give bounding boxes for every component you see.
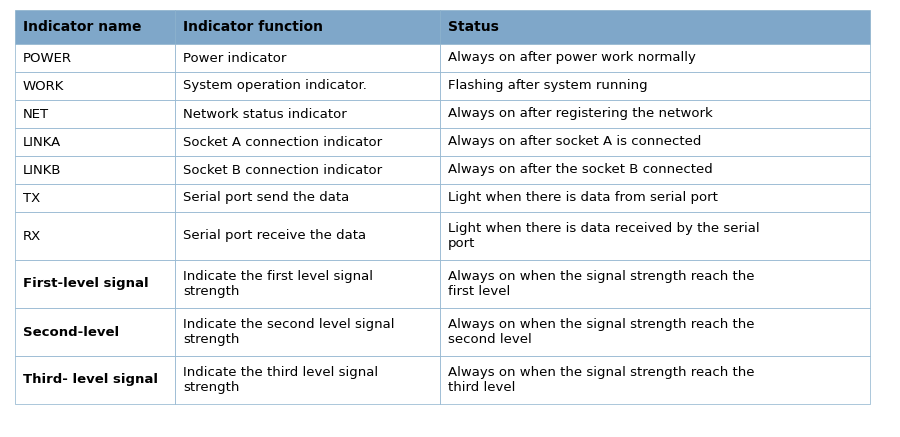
- Text: POWER: POWER: [23, 52, 72, 65]
- Bar: [440, 72, 870, 100]
- Text: Power indicator: Power indicator: [183, 52, 286, 65]
- Text: Always on when the signal strength reach the
second level: Always on when the signal strength reach…: [448, 318, 754, 346]
- Text: Light when there is data from serial port: Light when there is data from serial por…: [448, 191, 718, 205]
- Text: RX: RX: [23, 229, 41, 243]
- Text: Serial port send the data: Serial port send the data: [183, 191, 349, 205]
- Bar: [175, 10, 440, 44]
- Bar: [15, 184, 175, 212]
- Bar: [440, 308, 870, 356]
- Text: WORK: WORK: [23, 80, 65, 93]
- Bar: [175, 156, 440, 184]
- Text: TX: TX: [23, 191, 40, 205]
- Bar: [15, 44, 175, 72]
- Text: First-level signal: First-level signal: [23, 277, 148, 291]
- Text: Indicator name: Indicator name: [23, 20, 141, 34]
- Text: Status: Status: [448, 20, 499, 34]
- Bar: [15, 356, 175, 404]
- Text: LINKA: LINKA: [23, 135, 61, 149]
- Bar: [175, 212, 440, 260]
- Bar: [175, 100, 440, 128]
- Bar: [440, 212, 870, 260]
- Bar: [175, 128, 440, 156]
- Text: Always on after socket A is connected: Always on after socket A is connected: [448, 135, 701, 149]
- Bar: [175, 260, 440, 308]
- Bar: [440, 128, 870, 156]
- Text: Indicate the third level signal
strength: Indicate the third level signal strength: [183, 366, 378, 394]
- Bar: [15, 308, 175, 356]
- Text: LINKB: LINKB: [23, 163, 61, 177]
- Bar: [15, 100, 175, 128]
- Bar: [15, 156, 175, 184]
- Text: Indicator function: Indicator function: [183, 20, 323, 34]
- Bar: [175, 72, 440, 100]
- Bar: [440, 100, 870, 128]
- Text: Socket A connection indicator: Socket A connection indicator: [183, 135, 382, 149]
- Text: Serial port receive the data: Serial port receive the data: [183, 229, 366, 243]
- Bar: [440, 260, 870, 308]
- Text: Socket B connection indicator: Socket B connection indicator: [183, 163, 382, 177]
- Bar: [15, 72, 175, 100]
- Text: Always on after the socket B connected: Always on after the socket B connected: [448, 163, 713, 177]
- Text: Light when there is data received by the serial
port: Light when there is data received by the…: [448, 222, 760, 250]
- Text: Second-level: Second-level: [23, 326, 119, 339]
- Bar: [15, 128, 175, 156]
- Text: NET: NET: [23, 108, 50, 121]
- Text: Indicate the first level signal
strength: Indicate the first level signal strength: [183, 270, 373, 298]
- Bar: [175, 44, 440, 72]
- Bar: [440, 156, 870, 184]
- Bar: [15, 260, 175, 308]
- Bar: [175, 184, 440, 212]
- Bar: [440, 10, 870, 44]
- Text: Always on after power work normally: Always on after power work normally: [448, 52, 696, 65]
- Text: Network status indicator: Network status indicator: [183, 108, 346, 121]
- Bar: [175, 356, 440, 404]
- Bar: [175, 308, 440, 356]
- Text: Always on after registering the network: Always on after registering the network: [448, 108, 713, 121]
- Bar: [440, 44, 870, 72]
- Text: Always on when the signal strength reach the
first level: Always on when the signal strength reach…: [448, 270, 754, 298]
- Bar: [15, 212, 175, 260]
- Bar: [440, 184, 870, 212]
- Bar: [440, 356, 870, 404]
- Text: System operation indicator.: System operation indicator.: [183, 80, 367, 93]
- Text: Indicate the second level signal
strength: Indicate the second level signal strengt…: [183, 318, 394, 346]
- Text: Always on when the signal strength reach the
third level: Always on when the signal strength reach…: [448, 366, 754, 394]
- Text: Third- level signal: Third- level signal: [23, 374, 158, 386]
- Text: Flashing after system running: Flashing after system running: [448, 80, 648, 93]
- Bar: [15, 10, 175, 44]
